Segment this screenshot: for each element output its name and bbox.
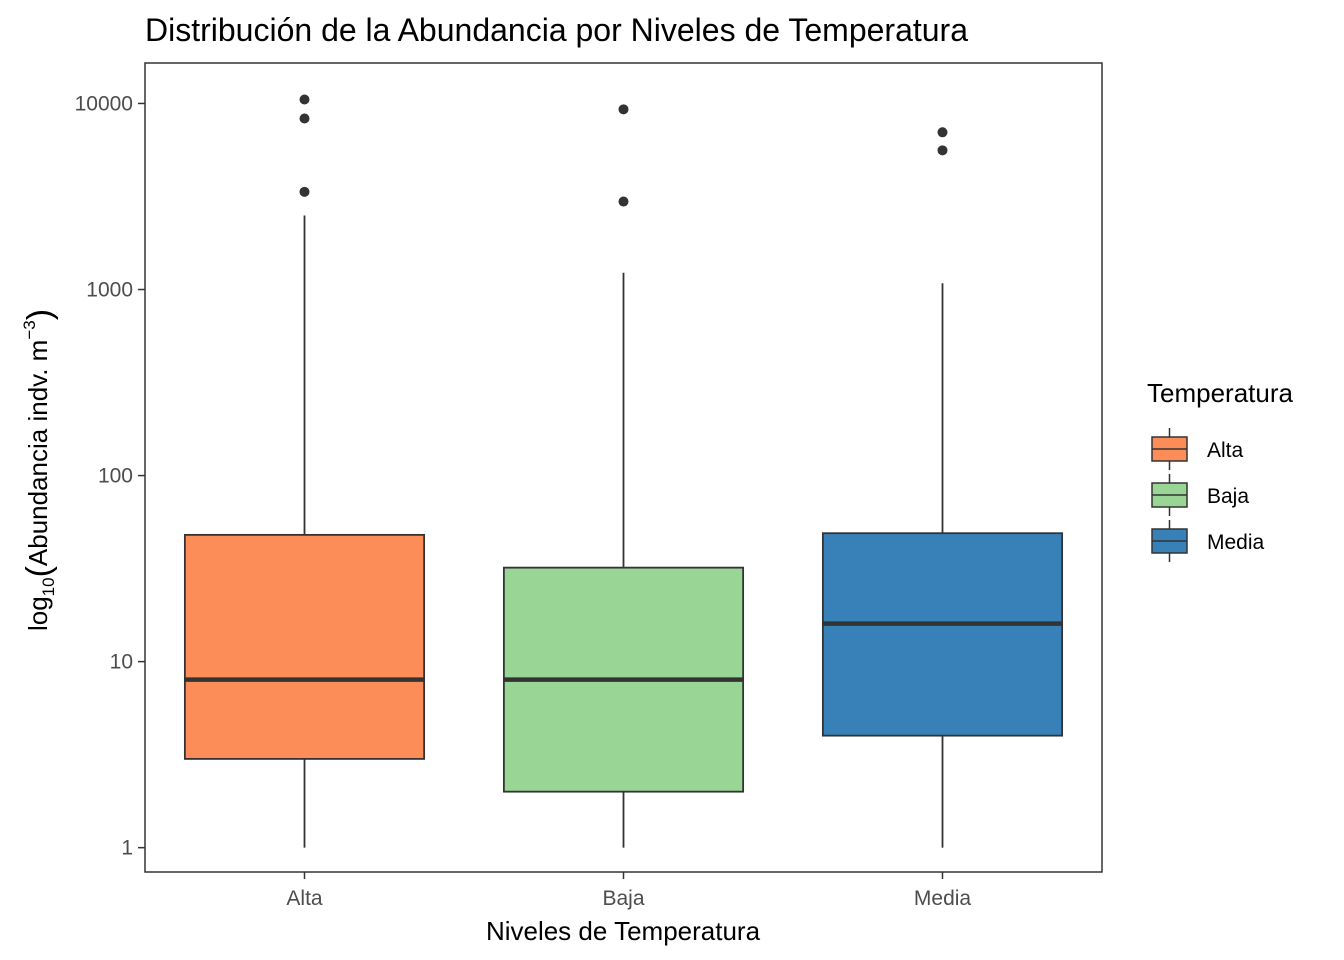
legend-item-media: Media: [1151, 520, 1265, 562]
legend: Temperatura Alta Baja Media: [1147, 378, 1293, 562]
outlier-point-media: [937, 127, 948, 138]
box-media: [821, 532, 1064, 737]
y-tick-label: 1000: [86, 279, 133, 302]
y-axis-title-paren-close: ): [21, 309, 59, 320]
x-tick-label: Baja: [602, 887, 644, 910]
box-group-media: [821, 127, 1064, 848]
y-axis-title-log: log: [23, 596, 53, 631]
legend-label-alta: Alta: [1207, 439, 1244, 462]
y-tick-label: 100: [98, 465, 133, 488]
legend-item-alta: Alta: [1151, 428, 1244, 470]
x-tick-label: Alta: [286, 887, 323, 910]
legend-label-baja: Baja: [1207, 485, 1249, 508]
y-tick-label: 1: [121, 837, 133, 860]
y-axis-title-paren-open: (: [20, 565, 58, 577]
y-axis: 1 10 100 1000 10000: [75, 92, 145, 860]
y-tick-label: 10: [110, 651, 133, 674]
plot-area: [144, 62, 1103, 873]
box-alta: [183, 533, 426, 760]
outlier-point-alta: [299, 113, 310, 124]
y-tick-label: 10000: [75, 92, 133, 115]
outlier-point-baja: [618, 196, 629, 207]
outlier-point-alta: [299, 94, 310, 105]
box-group-baja: [502, 104, 745, 848]
legend-title: Temperatura: [1147, 378, 1293, 408]
outlier-point-media: [937, 145, 948, 156]
outlier-point-baja: [618, 104, 629, 115]
x-axis: Alta Baja Media: [286, 872, 971, 910]
chart-title: Distribución de la Abundancia por Nivele…: [145, 12, 968, 48]
legend-item-baja: Baja: [1151, 474, 1249, 516]
y-axis-title-text: Abundancia indv. m: [23, 340, 53, 566]
y-axis-title-superscript: −3: [20, 320, 39, 339]
y-axis-title: log10(Abundancia indv. m−3): [20, 309, 59, 631]
legend-label-media: Media: [1207, 531, 1265, 554]
x-tick-label: Media: [914, 887, 972, 910]
box-group-alta: [183, 94, 426, 848]
outlier-point-alta: [299, 186, 310, 197]
y-axis-title-subscript: 10: [39, 577, 58, 596]
x-axis-title: Niveles de Temperatura: [486, 916, 761, 946]
